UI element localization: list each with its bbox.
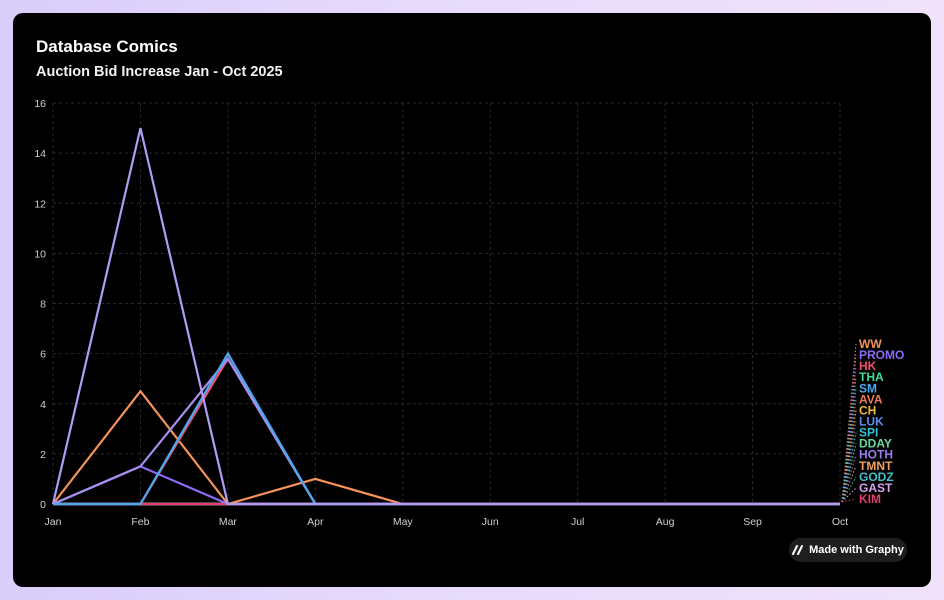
x-tick-label: Jun <box>482 516 499 528</box>
x-tick-label: Jan <box>45 516 62 528</box>
x-tick-label: Aug <box>656 516 675 528</box>
y-tick-label: 12 <box>34 198 46 210</box>
y-tick-label: 14 <box>34 148 46 160</box>
series-end-label: HK <box>859 359 877 373</box>
label-leader-line <box>841 366 857 503</box>
series-end-label: GODZ <box>859 470 894 484</box>
y-tick-label: 6 <box>40 349 46 361</box>
series-line <box>52 465 840 506</box>
chart-card: Database Comics Auction Bid Increase Jan… <box>13 13 931 587</box>
series-line <box>51 127 840 506</box>
series-end-label: SM <box>859 381 877 395</box>
y-tick-label: 0 <box>40 499 46 511</box>
series-end-label: CH <box>859 403 876 417</box>
label-leader-line <box>841 454 857 503</box>
label-leader-line <box>841 465 857 503</box>
series-end-label: GAST <box>859 481 893 495</box>
series-end-label: PROMO <box>859 348 904 362</box>
y-tick-label: 2 <box>40 449 46 461</box>
label-leader-line <box>841 421 857 503</box>
x-tick-label: Mar <box>219 516 238 528</box>
x-tick-label: Sep <box>743 516 762 528</box>
x-tick-label: Feb <box>131 516 149 528</box>
series-end-label: DDAY <box>859 437 892 451</box>
x-tick-label: Apr <box>307 516 324 528</box>
y-tick-label: 10 <box>34 248 46 260</box>
series-end-label: TMNT <box>859 459 893 473</box>
series-end-label: KIM <box>859 492 881 506</box>
label-leader-line <box>841 498 857 503</box>
series-end-label: AVA <box>859 392 883 406</box>
series-end-label: HOTH <box>859 448 893 462</box>
series-end-label: WW <box>859 337 882 351</box>
label-leader-line <box>841 388 857 503</box>
x-tick-label: Jul <box>571 516 584 528</box>
label-leader-line <box>841 443 857 503</box>
y-tick-label: 4 <box>40 399 46 411</box>
y-tick-label: 16 <box>34 98 46 110</box>
series-end-label: LUK <box>859 415 884 429</box>
chart-title: Database Comics <box>36 37 178 56</box>
series-end-label: SPI <box>859 426 878 440</box>
line-chart: 0 2 4 6 8 10 12 14 16 Jan Feb Mar Apr May Jun Jul Aug Sep… <box>34 98 904 528</box>
chart-subtitle: Auction Bid Increase Jan - Oct 2025 <box>36 64 283 80</box>
x-tick-label: May <box>393 516 414 528</box>
label-leader-line <box>841 476 857 503</box>
y-tick-label: 8 <box>40 299 46 311</box>
x-tick-label: Oct <box>832 516 848 528</box>
series-line <box>52 389 840 506</box>
made-with-graphy-badge[interactable]: Made with Graphy <box>789 538 907 562</box>
badge-label: Made with Graphy <box>809 544 904 556</box>
series-end-label: THA <box>859 370 884 384</box>
graphy-logo-icon <box>792 545 804 555</box>
